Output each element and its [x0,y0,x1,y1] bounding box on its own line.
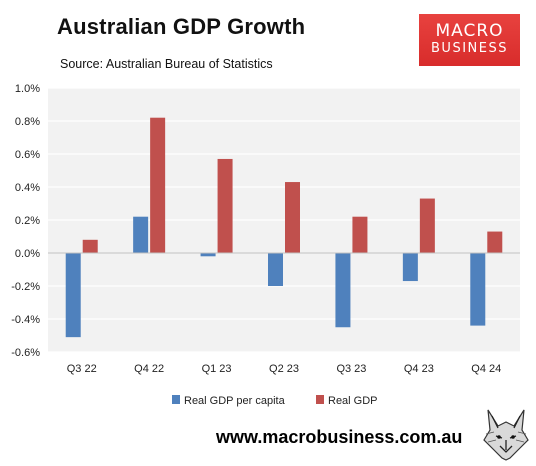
footer-url: www.macrobusiness.com.au [216,427,463,447]
bar-gdp-per-capita [133,216,149,253]
bar-gdp-per-capita [402,253,418,282]
x-tick-label: Q3 23 [336,363,366,375]
y-tick-label: -0.4% [11,314,40,326]
bar-gdp-per-capita [470,253,486,326]
x-tick-label: Q4 24 [471,363,501,375]
logo-line-2: BUSINESS [431,41,508,56]
bar-gdp-per-capita [200,253,216,257]
legend-label-gdp-per-capita: Real GDP per capita [184,395,286,407]
bar-real-gdp [285,182,300,253]
legend-swatch-gdp-per-capita [172,395,180,404]
x-tick-label: Q3 22 [67,363,97,375]
bar-gdp-per-capita [268,253,283,286]
y-tick-label: -0.2% [11,281,40,293]
bar-real-gdp [487,231,503,253]
y-tick-label: 0.6% [15,149,40,161]
y-tick-label: 0.0% [15,248,40,260]
bar-real-gdp [150,117,166,253]
gdp-bar-chart: 1.0% 0.8% 0.6% 0.4% 0.2% 0.0% -0.2% -0.4% -0.6% Q… [11,83,520,407]
logo-line-1: MACRO [435,21,504,41]
x-tick-label: Q4 23 [404,363,434,375]
bar-real-gdp [419,198,435,253]
bar-gdp-per-capita [335,253,351,328]
y-tick-label: 0.8% [15,116,40,128]
macrobusiness-logo: MACRO BUSINESS [419,14,520,66]
chart-source: Source: Australian Bureau of Statistics [60,57,273,71]
bar-real-gdp [82,239,98,253]
legend-swatch-real-gdp [316,395,324,404]
x-tick-label: Q2 23 [269,363,299,375]
bar-gdp-per-capita [65,253,81,338]
bar-real-gdp [217,158,233,253]
y-tick-label: 1.0% [15,83,40,95]
bar-real-gdp [352,216,368,253]
chart-title: Australian GDP Growth [57,14,306,39]
x-tick-label: Q1 23 [202,363,232,375]
x-tick-label: Q4 22 [134,363,164,375]
wolf-icon [480,406,532,462]
legend-label-real-gdp: Real GDP [328,395,378,407]
y-tick-label: 0.2% [15,215,40,227]
y-tick-label: 0.4% [15,182,40,194]
y-tick-label: -0.6% [11,347,40,359]
